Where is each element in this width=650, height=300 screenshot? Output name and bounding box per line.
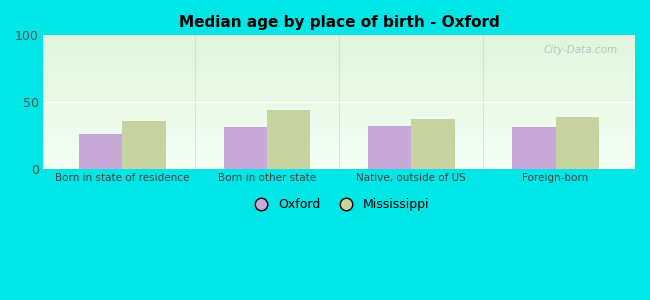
Bar	[224, 128, 267, 169]
Bar	[512, 128, 556, 169]
Text: City-Data.com: City-Data.com	[543, 45, 618, 55]
Title: Median age by place of birth - Oxford: Median age by place of birth - Oxford	[179, 15, 499, 30]
Bar	[122, 121, 166, 169]
Bar	[368, 126, 411, 169]
Bar	[267, 110, 310, 169]
Legend: Oxford, Mississippi: Oxford, Mississippi	[243, 193, 435, 216]
Bar	[411, 119, 454, 169]
Bar	[556, 117, 599, 169]
Bar	[79, 134, 122, 169]
